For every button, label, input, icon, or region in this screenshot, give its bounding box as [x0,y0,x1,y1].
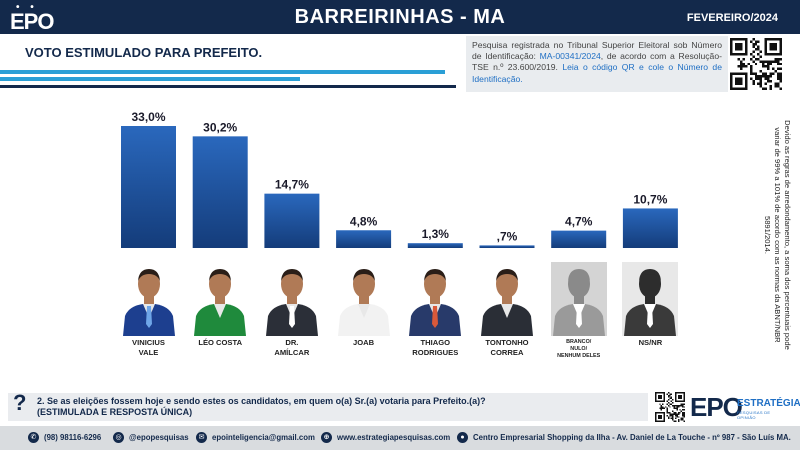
question-text: 2. Se as eleições fossem hoje e sendo es… [37,396,486,418]
candidate-name-line: LÉO COSTA [198,338,243,347]
header-bar [0,0,800,34]
candidate-name-line: VINICIUS [132,338,165,347]
candidate-portrait-icon [335,262,392,336]
logo-subtext: ESTRATÉGIA [737,398,800,409]
email-text: epointeligencia@gmail.com [212,433,315,442]
candidate-name-line: NS/NR [638,338,663,347]
bar-value-label: 33,0% [131,110,165,124]
candidate-photo [335,262,392,336]
candidate-name-line: TONTONHO [485,338,529,347]
logo-dots-icon: • • [16,2,38,13]
page-title: BARREIRINHAS - MA [294,6,506,28]
instagram-icon: ◎ [113,432,124,443]
logo-tagline: PESQUISAS DE OPINIÃO [737,410,771,420]
candidate-name-line: AMÍLCAR [274,348,310,357]
epo-logo: • • EPO [8,2,54,34]
logo-text: EPO [10,9,54,34]
email-icon: ✉ [196,432,207,443]
bar-value-label: 14,7% [275,178,309,192]
candidate-portrait-icon [407,262,464,336]
candidate-name: NS/NR [612,338,688,348]
bar-8 [622,208,678,248]
bar-2 [192,136,248,248]
bar-value-label: 1,3% [422,227,450,241]
qr-code-icon[interactable] [730,38,782,90]
bar-5 [407,243,463,248]
candidate-photo [263,262,320,336]
footer-email[interactable]: ✉ epointeligencia@gmail.com [196,432,315,443]
accent-rule [0,70,445,74]
bar-3 [264,193,320,248]
website-text: www.estrategiapesquisas.com [337,433,451,442]
candidate-name-line: CORREA [490,348,524,357]
candidate-name: VINICIUS VALE [111,338,187,358]
candidate-name-line: VALE [138,348,159,357]
candidate-portrait-icon [120,262,177,336]
candidate-name-line: RODRIGUES [412,348,459,357]
question-mark-icon: ? [13,390,27,415]
candidate-name: DR. AMÍLCAR [254,338,330,358]
registration-text: Pesquisa registrada no Tribunal Superior… [472,40,722,62]
bar-6 [479,245,535,248]
candidate-portrait-icon [192,262,249,336]
whatsapp-icon: ✆ [28,432,39,443]
candidate-photo [550,262,607,336]
candidate-name-line: NULO/ [570,346,588,352]
epo-estrategia-logo: EPO ESTRATÉGIA PESQUISAS DE OPINIÃO [690,392,800,422]
bar-value-label: 4,8% [350,214,378,228]
bar-1 [121,126,176,248]
footer-phone[interactable]: ✆ (98) 98116-6296 [28,432,101,443]
candidate-name-line: JOAB [353,338,375,347]
footer-website[interactable]: ⊕ www.estrategiapesquisas.com [321,432,450,443]
footer-instagram[interactable]: ◎ @epopesquisas [113,432,189,443]
candidate-name: TONTONHO CORREA [469,338,545,358]
candidate-name: JOAB [326,338,402,348]
candidate-portrait-icon [263,262,320,336]
question-line: 2. Se as eleições fossem hoje e sendo es… [37,396,486,406]
chart-subtitle: VOTO ESTIMULADO PARA PREFEITO. [25,45,263,60]
candidate-name-line: THIAGO [420,338,451,347]
footer-bar [0,426,800,450]
candidate-name: BRANCO/NULO/NENHUM DELES [541,339,617,360]
qr-code-icon[interactable] [655,392,685,422]
location-icon: ● [457,432,468,443]
person-silhouette-icon [622,262,679,336]
bar-value-label: ,7% [497,229,518,243]
candidate-name-line: NENHUM DELES [557,353,601,359]
person-silhouette-icon [550,262,607,336]
candidate-name: THIAGO RODRIGUES [397,338,473,358]
accent-rule [0,85,456,88]
instagram-text: @epopesquisas [129,433,189,442]
candidate-photo [120,262,177,336]
rounding-note: Devido as regras de arredondamento, a so… [760,110,794,360]
globe-icon: ⊕ [321,432,332,443]
candidate-name-line: DR. [285,338,299,347]
question-type: (ESTIMULADA E RESPOSTA ÚNICA) [37,407,193,417]
logo-text: EPO [690,392,743,422]
candidate-name-line: BRANCO/ [566,339,592,345]
candidate-photo [407,262,464,336]
address-text: Centro Empresarial Shopping da Ilha - Av… [473,433,791,442]
footer-address: ● Centro Empresarial Shopping da Ilha - A… [457,432,791,443]
bar-value-label: 4,7% [565,215,593,229]
registration-id: MA-00341/2024 [539,51,601,62]
bar-4 [336,230,392,248]
bar-value-label: 10,7% [633,192,667,206]
registration-text: , de acordo com a Resolução-TSE n.º 23.6… [472,51,722,73]
registration-box: Pesquisa registrada no Tribunal Superior… [466,36,728,92]
candidate-photo [192,262,249,336]
accent-rule [0,77,300,81]
bar-chart: 33,0% 30,2% 14,7% 4,8% 1,3% ,7% 4,7% 10,7% [121,110,678,248]
candidate-portrait-icon [479,262,535,336]
candidate-photo [479,262,535,336]
phone-text: (98) 98116-6296 [44,433,102,442]
rounding-note-text: Devido as regras de arredondamento, a so… [763,120,792,350]
bar-7 [551,230,607,248]
candidate-name: LÉO COSTA [182,338,258,348]
registration-instruction: Leia o código QR e cole o Número de Iden… [472,62,722,84]
survey-date: FEVEREIRO/2024 [686,12,778,24]
question-bar [8,393,648,421]
candidate-photo [622,262,679,336]
bar-value-label: 30,2% [203,120,237,134]
